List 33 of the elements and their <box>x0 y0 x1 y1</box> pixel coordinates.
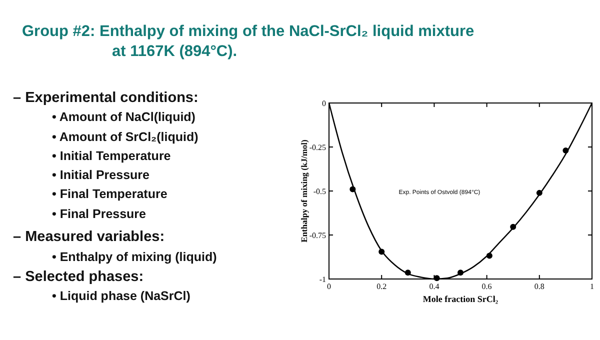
point <box>510 224 516 230</box>
x-tick-label: 0.8 <box>534 282 544 291</box>
x-axis-title: Mole fraction SrCl₂ <box>422 294 498 304</box>
text: • Amount of SrCl₂(liquid) <box>52 130 198 144</box>
chart-title: Group #2: Enthalpy of mixing of the NaCl-SrCl₂ liquid mixture at 1167K (894°C). <box>22 23 474 60</box>
point <box>458 270 464 276</box>
text: – Selected phases: <box>13 269 144 285</box>
text: • Final Pressure <box>52 207 146 221</box>
point <box>434 275 440 282</box>
y-tick-label: -0.75 <box>309 231 326 240</box>
point <box>350 186 356 192</box>
x-tick-label: 0.2 <box>376 282 387 291</box>
y-axis-title: Enthalpy of mixing (kJ/mol) <box>299 139 309 242</box>
point <box>536 190 542 196</box>
text: • Initial Temperature <box>52 149 171 163</box>
x-tick-label: 1 <box>590 282 594 291</box>
point <box>404 270 411 276</box>
y-tick-label: -0.5 <box>313 187 326 196</box>
text: – Measured variables: <box>13 229 165 245</box>
point <box>378 248 385 255</box>
y-tick-label: 0 <box>322 99 326 108</box>
point <box>486 252 492 259</box>
y-tick-label: -0.25 <box>309 143 326 152</box>
y-tick-label: -1 <box>319 275 326 284</box>
text: • Initial Pressure <box>52 168 150 182</box>
text: • Amount of NaCl(liquid) <box>52 110 196 124</box>
text: • Enthalpy of mixing (liquid) <box>52 250 217 264</box>
text: • Liquid phase (NaSrCl) <box>52 289 190 303</box>
x-tick-label: 0.6 <box>482 282 492 291</box>
x-tick-label: 0.4 <box>429 282 440 291</box>
text: – Experimental conditions: <box>13 90 198 106</box>
text: • Final Temperature <box>52 187 168 201</box>
point <box>562 148 569 154</box>
